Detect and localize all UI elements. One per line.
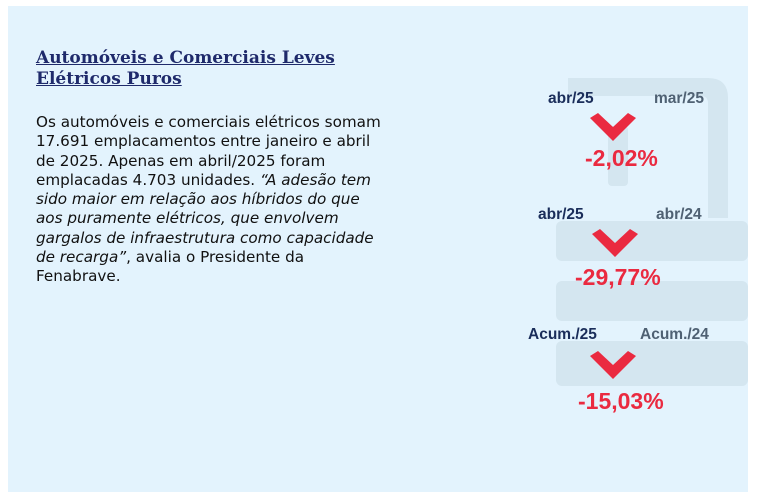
down-chevron-icon bbox=[590, 351, 636, 379]
period-current: abr/25 bbox=[548, 90, 594, 107]
car-charger-icon bbox=[556, 78, 748, 386]
down-chevron-icon bbox=[590, 113, 636, 141]
change-percent: -29,77% bbox=[575, 264, 661, 290]
quote-line: aos puramente elétricos, que envolvem bbox=[36, 209, 339, 228]
info-panel: Automóveis e Comerciais Leves Elétricos … bbox=[8, 6, 748, 492]
period-current: Acum./25 bbox=[528, 326, 597, 343]
title-line-1: Automóveis e Comerciais Leves bbox=[36, 48, 335, 68]
body-line: Os automóveis e comerciais elétricos som… bbox=[36, 113, 381, 131]
body-line: de 2025. Apenas em abril/2025 foram bbox=[36, 151, 326, 170]
page-title: Automóveis e Comerciais Leves Elétricos … bbox=[36, 48, 456, 90]
period-previous: Acum./24 bbox=[640, 326, 709, 343]
comparison-year: abr/25 abr/24 -29,77% bbox=[538, 206, 738, 296]
comparison-accumulated: Acum./25 Acum./24 -15,03% bbox=[528, 326, 728, 416]
body-line: 17.691 emplacamentos entre janeiro e abr… bbox=[36, 132, 371, 151]
quote-start: “A adesão tem bbox=[259, 170, 371, 189]
period-current: abr/25 bbox=[538, 206, 584, 223]
change-percent: -15,03% bbox=[578, 388, 664, 414]
period-previous: mar/25 bbox=[654, 90, 704, 107]
body-line: emplacadas 4.703 unidades. bbox=[36, 170, 260, 189]
period-previous: abr/24 bbox=[656, 206, 702, 223]
title-line-2: Elétricos Puros bbox=[36, 69, 182, 89]
summary-paragraph: Os automóveis e comerciais elétricos som… bbox=[36, 113, 498, 287]
change-percent: -2,02% bbox=[585, 145, 658, 171]
quote-line: sido maior em relação aos híbridos do qu… bbox=[36, 190, 360, 209]
down-chevron-icon bbox=[592, 229, 638, 257]
body-line: , avalia o Presidente da bbox=[126, 248, 305, 267]
body-line: Fenabrave. bbox=[36, 267, 121, 286]
quote-end: de recarga” bbox=[36, 248, 127, 267]
quote-line: gargalos de infraestrutura como capacida… bbox=[36, 228, 374, 247]
comparison-month: abr/25 mar/25 -2,02% bbox=[538, 90, 738, 180]
